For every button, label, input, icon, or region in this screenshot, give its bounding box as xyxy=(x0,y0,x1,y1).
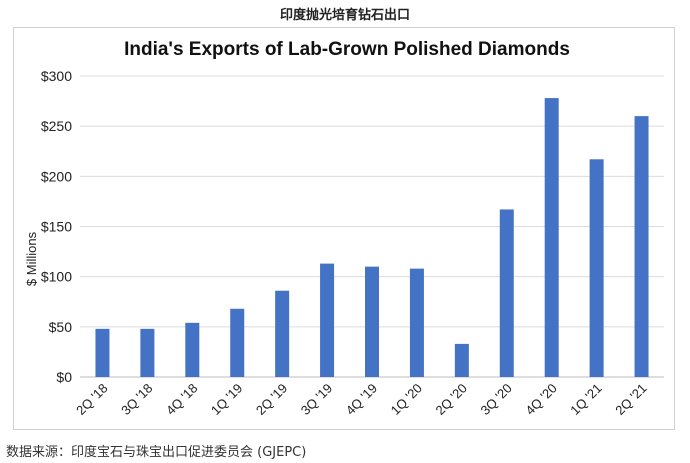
bar xyxy=(544,98,559,377)
y-tick-labels: $0 $50 $100 $150 $200 $250 $300 xyxy=(41,68,72,385)
x-tick-labels: 2Q '18 3Q '18 4Q '18 1Q '19 2Q '19 3Q '19 4Q '… xyxy=(73,381,649,418)
x-tick-label: 4Q '18 xyxy=(163,381,200,418)
bar xyxy=(140,328,155,377)
y-tick-label: $0 xyxy=(56,369,72,385)
bar xyxy=(275,290,290,377)
chart-frame: India's Exports of Lab-Grown Polished Di… xyxy=(13,27,675,430)
x-tick-label: 2Q '21 xyxy=(612,381,649,418)
x-tick-label: 3Q '19 xyxy=(298,381,335,418)
y-tick-label: $200 xyxy=(41,168,72,184)
x-tick-label: 3Q '18 xyxy=(118,381,155,418)
bar xyxy=(95,328,110,377)
bar xyxy=(365,266,379,377)
x-tick-label: 3Q '20 xyxy=(477,381,514,418)
bar xyxy=(499,209,514,377)
source-note: 数据来源：印度宝石与珠宝出口促进委员会 (GJEPC) xyxy=(6,445,307,460)
x-tick-label: 4Q '19 xyxy=(343,381,380,418)
y-tick-label: $250 xyxy=(41,118,72,134)
y-tick-label: $300 xyxy=(41,68,72,84)
bar xyxy=(185,322,200,377)
x-tick-label: 1Q '20 xyxy=(388,381,425,418)
y-tick-label: $50 xyxy=(49,319,73,335)
x-tick-label: 4Q '20 xyxy=(522,381,559,418)
x-tick-label: 2Q '18 xyxy=(73,381,110,418)
bar-chart: India's Exports of Lab-Grown Polished Di… xyxy=(24,39,664,418)
x-tick-label: 2Q '20 xyxy=(433,381,470,418)
y-axis-label: $ Millions xyxy=(24,231,39,286)
bar xyxy=(454,343,469,377)
x-tick-label: 2Q '19 xyxy=(253,381,290,418)
bar xyxy=(230,308,245,377)
x-tick-label: 1Q '19 xyxy=(208,381,245,418)
bars xyxy=(95,98,649,377)
bar xyxy=(634,116,649,377)
y-tick-label: $100 xyxy=(41,269,72,285)
chart-title: India's Exports of Lab-Grown Polished Di… xyxy=(124,39,570,60)
y-tick-label: $150 xyxy=(41,219,72,235)
bar xyxy=(320,263,335,377)
page-heading: 印度抛光培育钻石出口 xyxy=(279,8,410,23)
bar xyxy=(409,268,424,377)
x-tick-label: 1Q '21 xyxy=(567,381,604,418)
bar xyxy=(589,159,604,377)
